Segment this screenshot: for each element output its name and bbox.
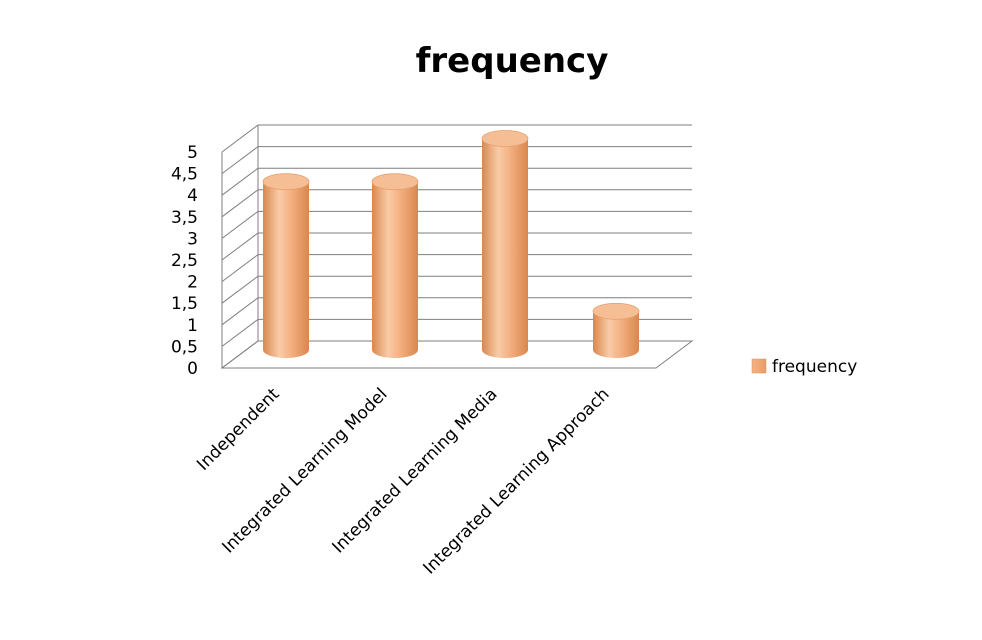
side-gridline [221, 124, 259, 153]
bar [481, 130, 529, 358]
y-tick-label: 1 [187, 316, 198, 336]
bar-top [481, 130, 529, 147]
y-axis-ticks: 00,511,522,533,544,55 [171, 143, 198, 379]
side-gridline [221, 297, 259, 326]
bar-top [262, 173, 310, 191]
legend: frequency [751, 357, 857, 377]
side-gridline [221, 254, 259, 283]
floor [220, 340, 694, 369]
bar-top [592, 302, 640, 320]
chart-title: frequency [416, 41, 609, 81]
x-category-label: Independent [193, 384, 284, 475]
gridlines [220, 124, 694, 369]
bar [592, 302, 640, 358]
y-tick-label: 4 [187, 186, 198, 206]
y-tick-label: 2,5 [171, 251, 198, 271]
side-gridline [221, 232, 259, 261]
bar [262, 173, 310, 358]
y-tick-label: 2 [187, 273, 198, 293]
bars [262, 130, 640, 358]
x-category-label: Integrated Learning Approach [420, 384, 614, 578]
bar-body [593, 311, 639, 358]
bar-body [263, 181, 309, 358]
y-tick-label: 4,5 [171, 165, 198, 185]
y-tick-label: 5 [187, 143, 198, 163]
side-gridline [221, 275, 259, 304]
side-gridline [221, 146, 259, 175]
y-tick-label: 0 [187, 359, 198, 379]
bar-top [371, 173, 419, 191]
legend-label: frequency [772, 357, 857, 377]
side-gridline [221, 167, 259, 196]
side-gridline [221, 318, 259, 347]
side-gridline [221, 189, 259, 218]
bar-body [372, 181, 418, 358]
bar [371, 173, 419, 358]
y-tick-label: 3 [187, 229, 198, 249]
bar-body [482, 138, 528, 358]
y-tick-label: 3,5 [171, 208, 198, 228]
y-tick-label: 0,5 [171, 337, 198, 357]
legend-swatch [751, 358, 767, 374]
side-gridline [221, 210, 259, 239]
y-tick-label: 1,5 [171, 294, 198, 314]
